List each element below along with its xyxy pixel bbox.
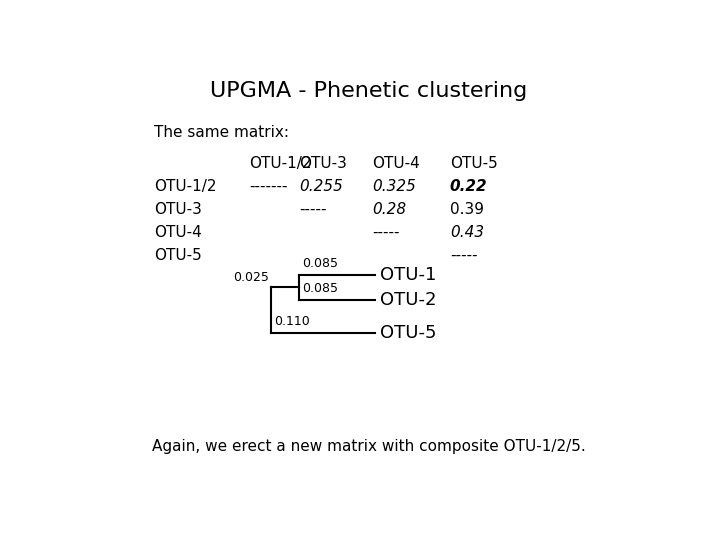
- Text: -----: -----: [450, 248, 477, 263]
- Text: OTU-1/2: OTU-1/2: [249, 156, 312, 171]
- Text: OTU-5: OTU-5: [154, 248, 202, 263]
- Text: -------: -------: [249, 179, 287, 194]
- Text: -----: -----: [300, 202, 327, 217]
- Text: 0.39: 0.39: [450, 202, 484, 217]
- Text: OTU-3: OTU-3: [300, 156, 347, 171]
- Text: 0.085: 0.085: [302, 257, 338, 270]
- Text: 0.110: 0.110: [274, 315, 310, 328]
- Text: 0.43: 0.43: [450, 225, 484, 240]
- Text: The same matrix:: The same matrix:: [154, 125, 289, 140]
- Text: 0.255: 0.255: [300, 179, 343, 194]
- Text: OTU-4: OTU-4: [154, 225, 202, 240]
- Text: OTU-4: OTU-4: [372, 156, 420, 171]
- Text: 0.085: 0.085: [302, 282, 338, 295]
- Text: OTU-1: OTU-1: [380, 266, 436, 284]
- Text: 0.22: 0.22: [450, 179, 487, 194]
- Text: 0.28: 0.28: [372, 202, 406, 217]
- Text: UPGMA - Phenetic clustering: UPGMA - Phenetic clustering: [210, 82, 528, 102]
- Text: 0.325: 0.325: [372, 179, 415, 194]
- Text: -----: -----: [372, 225, 400, 240]
- Text: Again, we erect a new matrix with composite OTU-1/2/5.: Again, we erect a new matrix with compos…: [152, 438, 586, 454]
- Text: OTU-2: OTU-2: [380, 291, 436, 309]
- Text: OTU-5: OTU-5: [450, 156, 498, 171]
- Text: OTU-3: OTU-3: [154, 202, 202, 217]
- Text: OTU-1/2: OTU-1/2: [154, 179, 217, 194]
- Text: OTU-5: OTU-5: [380, 324, 436, 342]
- Text: 0.025: 0.025: [233, 271, 269, 284]
